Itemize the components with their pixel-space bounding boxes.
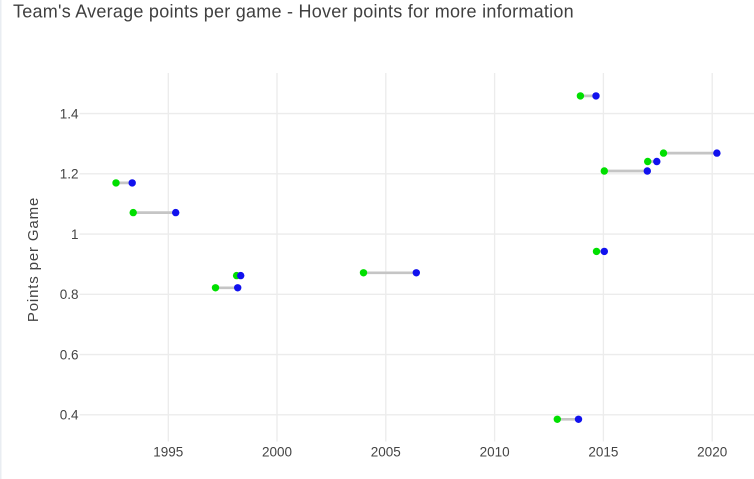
svg-text:0.4: 0.4 xyxy=(60,408,79,423)
svg-text:2005: 2005 xyxy=(371,444,401,459)
svg-text:1.4: 1.4 xyxy=(60,107,79,122)
svg-text:2020: 2020 xyxy=(697,444,727,459)
svg-text:1995: 1995 xyxy=(153,444,183,459)
svg-text:2010: 2010 xyxy=(480,444,510,459)
svg-text:Team's Average points per game: Team's Average points per game - Hover p… xyxy=(13,2,574,22)
svg-text:Points per Game: Points per Game xyxy=(25,197,42,322)
svg-text:0.6: 0.6 xyxy=(60,348,79,363)
svg-text:1: 1 xyxy=(71,227,79,242)
svg-text:2000: 2000 xyxy=(262,444,292,459)
svg-text:1.2: 1.2 xyxy=(60,167,79,182)
svg-text:0.8: 0.8 xyxy=(60,287,79,302)
svg-text:2015: 2015 xyxy=(588,444,618,459)
